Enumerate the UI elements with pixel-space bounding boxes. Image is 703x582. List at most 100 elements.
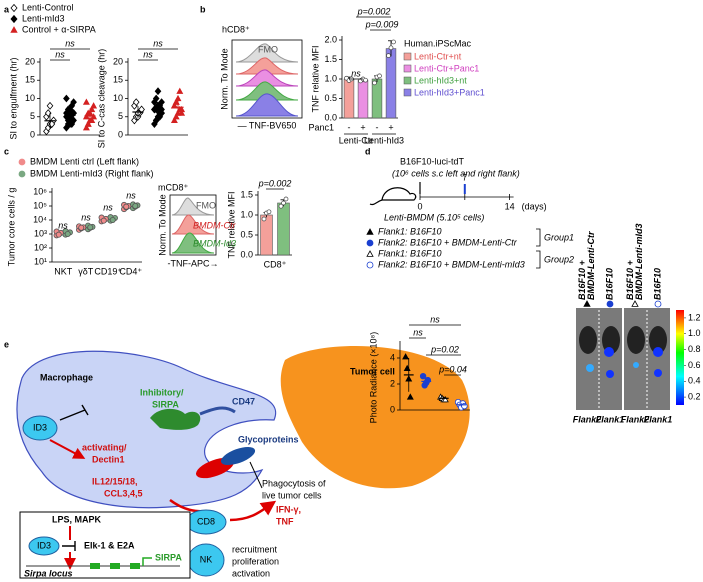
x-tick-label: -: [348, 122, 351, 132]
legend-label: Control + α-SIRPA: [22, 24, 96, 34]
point: [84, 120, 92, 127]
point: [386, 53, 391, 58]
image-marker: [583, 300, 591, 307]
annotation: ns: [143, 49, 153, 59]
image-column-label: B16F10 +: [577, 259, 587, 300]
image-column-label: BMDM-Lenti-mId3: [634, 224, 644, 301]
legend-label: Lenti-Control: [22, 2, 74, 12]
point: [363, 77, 368, 83]
flank-label: Flank1: [644, 414, 673, 424]
legend-swatch: [403, 52, 412, 61]
panel-label: b: [200, 4, 206, 14]
image-marker: [606, 300, 614, 308]
panel-label: a: [4, 4, 10, 14]
annotation: p=0.002: [258, 178, 292, 188]
x-tick-label: +: [388, 122, 393, 132]
y-tick-label: 10: [25, 93, 35, 103]
y-axis-label: SI to C-cas cleavage (hr): [96, 49, 106, 149]
flow-histogram-c: [169, 194, 217, 256]
point: [90, 102, 98, 109]
point: [154, 87, 162, 96]
y-tick-label: 0: [390, 404, 395, 414]
point: [406, 393, 414, 400]
day-unit: (days): [522, 201, 547, 211]
diagram-label: Inhibitory/: [140, 387, 184, 397]
diagram-label: SIRPA: [152, 399, 179, 409]
y-axis-label: TNF relative MFI: [310, 45, 320, 112]
legend-marker: [18, 170, 26, 178]
image-column-label: B16F10: [652, 268, 662, 300]
diagram-label: NK: [200, 554, 213, 564]
colorbar-label: 0.6: [688, 360, 701, 370]
panel-label: d: [365, 146, 371, 156]
point: [172, 113, 180, 120]
colorbar-label: 1.2: [688, 312, 701, 322]
point: [176, 87, 184, 94]
legend-label: BMDM Lenti-mId3 (Right flank): [30, 168, 154, 178]
day-label: 7: [462, 172, 467, 182]
legend-marker: [10, 14, 18, 24]
y-axis-label: Tumor core cells / g: [6, 188, 16, 267]
flow-y-label: Norm. To Mode: [219, 48, 229, 109]
point: [178, 109, 186, 116]
y-tick-label: 10⁴: [33, 214, 47, 224]
legend-marker: [366, 261, 374, 269]
y-axis-label: Photo Radiance (×10⁸): [368, 332, 378, 424]
annotation: ns: [65, 38, 75, 48]
x-tick-label: +: [360, 122, 365, 132]
bar: [357, 79, 369, 119]
legend-marker: [366, 228, 374, 235]
x-tick-label: NKT: [54, 266, 73, 276]
legend-label: BMDM Lenti ctrl (Left flank): [30, 156, 139, 166]
bar: [260, 214, 273, 256]
annotation: ns: [55, 49, 65, 59]
y-tick-label: 0.0: [324, 112, 337, 122]
legend-label: Lenti-mId3: [22, 13, 65, 23]
point: [132, 202, 139, 209]
legend-label: Flank1: B16F10: [378, 248, 442, 258]
point: [377, 73, 382, 79]
colorbar-label: 0.8: [688, 344, 701, 354]
diagram-label: IL12/15/18,: [92, 476, 138, 486]
flow-label: BMDM-Ctr: [193, 220, 236, 230]
diagram-label: CD47: [232, 396, 255, 406]
diagram-label: Tumor cell: [350, 366, 395, 376]
group-label: Group1: [544, 232, 574, 242]
y-tick-label: 2: [390, 378, 395, 388]
image-marker: [631, 300, 639, 307]
scheme-title: B16F10-luci-tdT: [400, 156, 465, 166]
y-tick-label: 1.5: [324, 54, 337, 64]
flow-title: mCD8⁺: [158, 182, 189, 192]
point: [158, 98, 165, 107]
colorbar-label: 0.2: [688, 391, 701, 401]
flow-label: BMDM-Id3: [193, 238, 236, 248]
diagram-label: activating/: [82, 442, 127, 452]
legend-marker: [10, 26, 18, 33]
x-tick-label: CD4⁺: [119, 266, 142, 276]
diagram-label: LPS, MAPK: [52, 514, 102, 524]
flank-label: Flank2: [573, 414, 602, 424]
legend-marker: [366, 250, 374, 257]
point: [170, 116, 178, 124]
annotation: ns: [81, 212, 91, 222]
y-tick-label: 4: [390, 352, 395, 362]
row-label: Panc1: [308, 122, 334, 132]
point: [46, 101, 54, 110]
annotation: ns: [413, 327, 423, 337]
y-tick-label: 0.0: [240, 249, 253, 259]
point: [109, 216, 116, 223]
treatment: Lenti-BMDM (5.10⁵ cells): [384, 212, 484, 222]
annotation: ns: [351, 68, 361, 78]
y-tick-label: 10¹: [34, 256, 47, 266]
y-tick-label: 15: [113, 75, 123, 85]
group-label: Lenti-hId3: [364, 135, 404, 145]
point: [278, 203, 284, 209]
y-tick-label: 0.5: [324, 93, 337, 103]
flow-x-label: -TNF-APC→: [168, 258, 219, 268]
diagram-label: activation: [232, 568, 270, 578]
point: [461, 402, 468, 410]
y-tick-label: 5: [118, 111, 123, 121]
y-tick-label: 10²: [34, 242, 47, 252]
legend-marker: [366, 239, 374, 247]
legend-marker: [10, 3, 18, 13]
